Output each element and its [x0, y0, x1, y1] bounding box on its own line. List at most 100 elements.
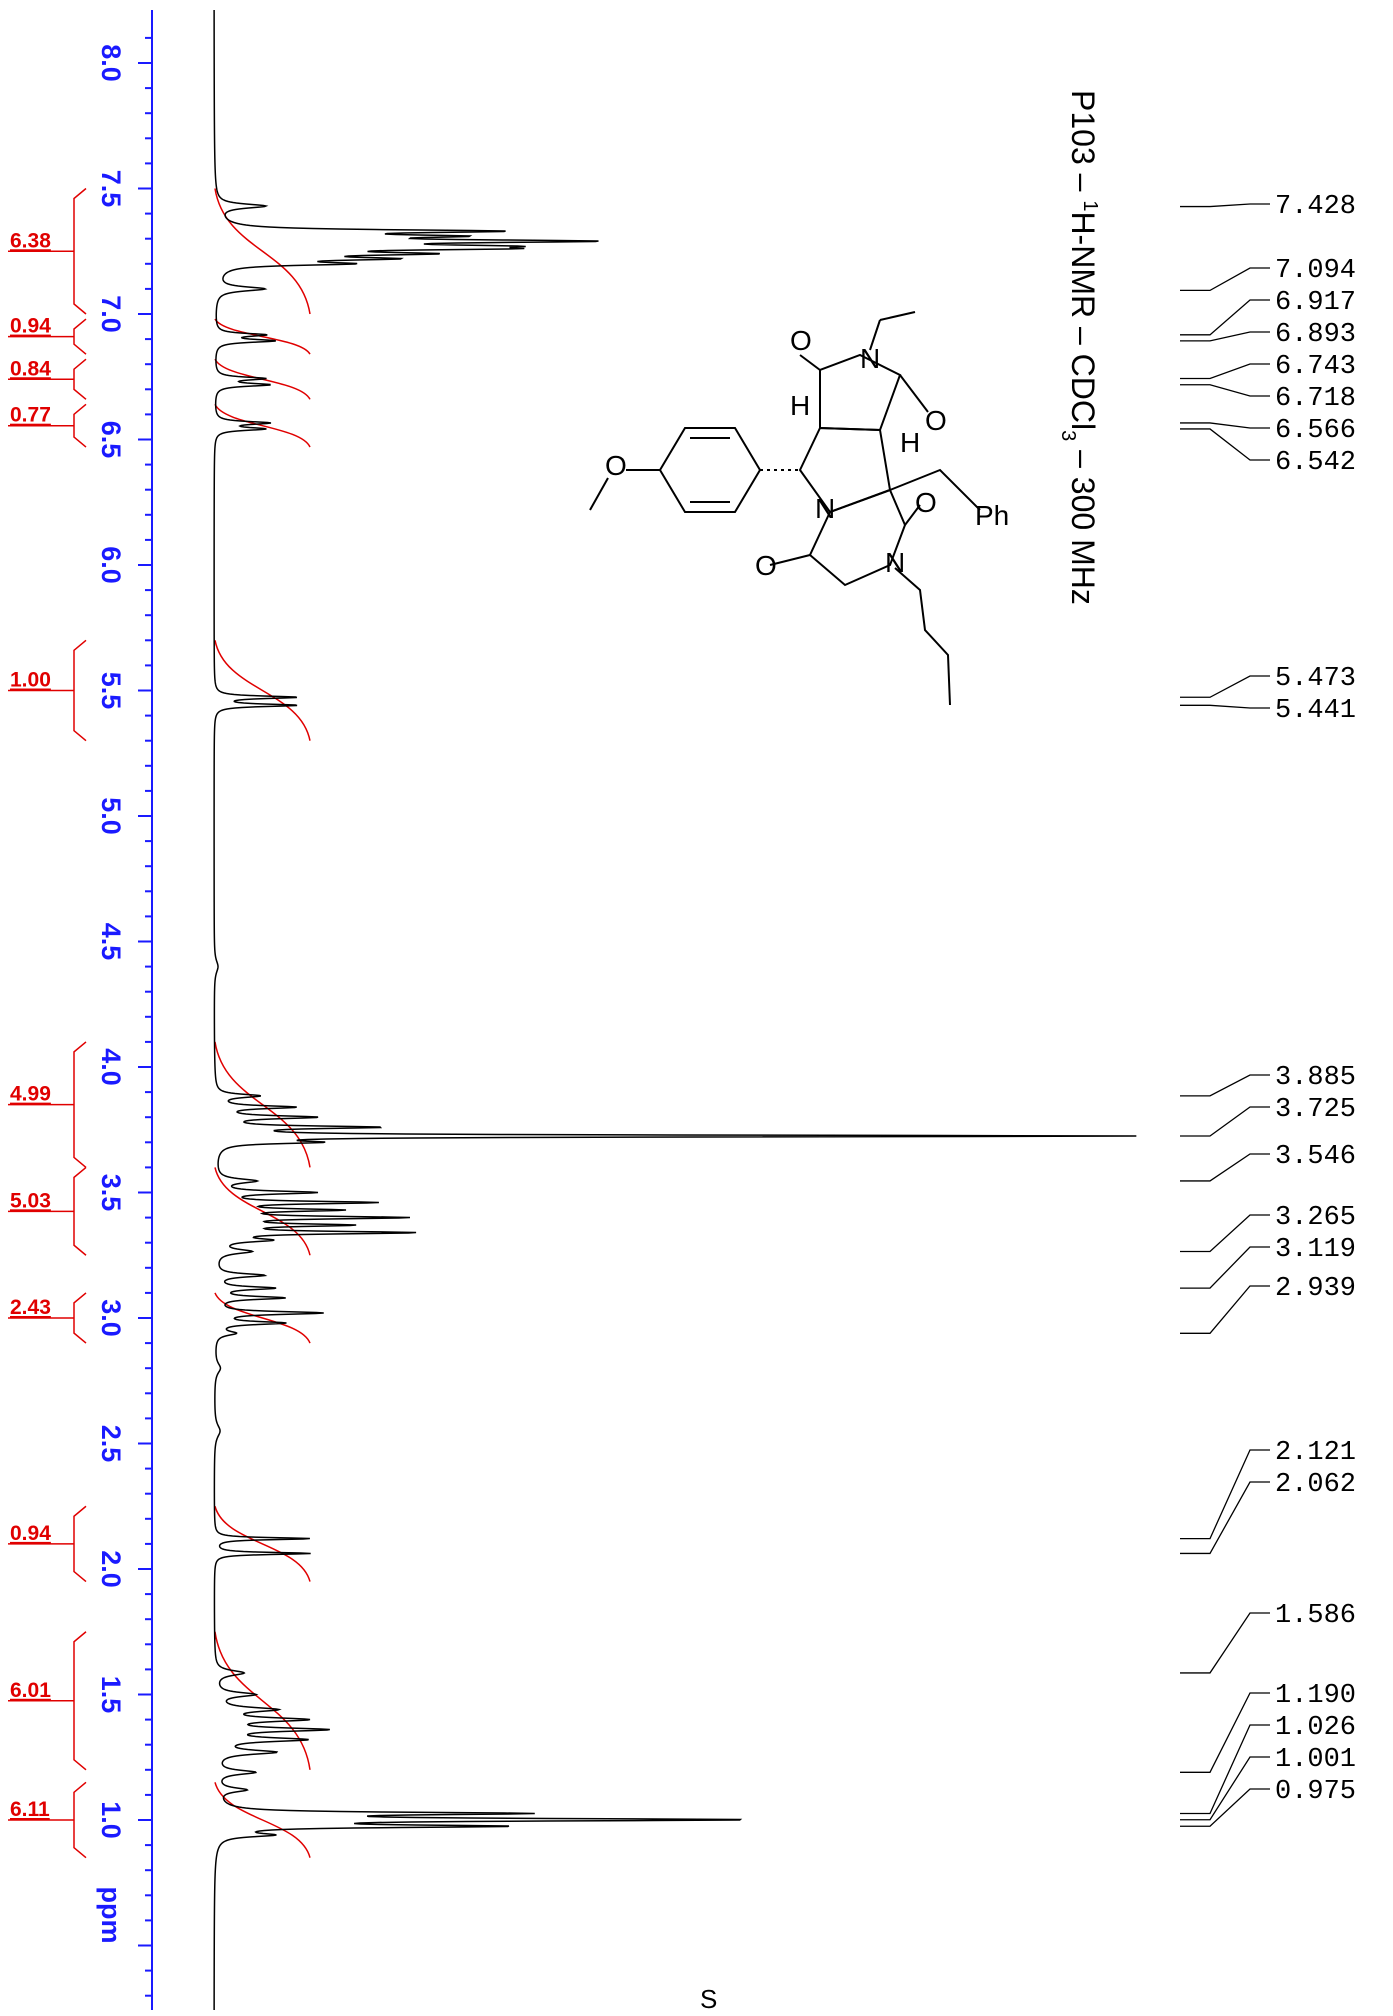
- tick-label: 1.0: [96, 1801, 126, 1839]
- succinimide-ring: [819, 353, 902, 432]
- peak-value: 1.586: [1275, 1601, 1356, 1631]
- carbonyl-2: [899, 374, 929, 413]
- integral-value: 0.94: [10, 1522, 51, 1545]
- integral-curve: [214, 1782, 311, 1858]
- peak-label: 1.190: [1180, 1681, 1356, 1773]
- peak-leader-line: [1180, 1612, 1270, 1674]
- methoxy-bond: [589, 477, 609, 511]
- n-ethyl-2: [879, 311, 916, 321]
- peak-value: 2.939: [1275, 1274, 1356, 1304]
- title-suffix: – 300 MHz: [1065, 441, 1101, 605]
- peak-value: 7.428: [1275, 192, 1356, 222]
- integral-curve: [214, 1506, 311, 1582]
- svg-text:P103 – 1H-NMR – CDCl3 – 300 MH: P103 – 1H-NMR – CDCl3 – 300 MHz: [1057, 90, 1101, 605]
- atom-o: O: [915, 487, 937, 518]
- atom-n: N: [815, 493, 835, 524]
- peak-leader-line: [1180, 428, 1270, 461]
- title-prefix: P103 –: [1065, 90, 1101, 200]
- pyrrolidine-ring: [798, 426, 892, 514]
- integral: 5.03: [8, 1166, 311, 1256]
- peak-label: 6.893: [1180, 320, 1356, 350]
- atom-h: H: [790, 390, 810, 421]
- integral: 2.43: [8, 1292, 311, 1344]
- peak-labels: 7.428 7.0946.9176.8936.7436.7186.5666.542…: [1180, 192, 1356, 1827]
- peak-leader-line: [1180, 704, 1270, 709]
- integral-curve: [214, 640, 311, 741]
- peak-leader-line: [1180, 299, 1270, 336]
- integral-value: 0.84: [10, 357, 51, 380]
- atom-o: O: [755, 550, 777, 581]
- peak-leader-line: [1180, 203, 1270, 208]
- peak-leader-line: [1180, 1449, 1270, 1540]
- peak-leader-line: [1180, 1788, 1270, 1827]
- carbonyl-1: [799, 354, 821, 371]
- peak-label: 2.121: [1180, 1438, 1356, 1540]
- peak-value: 6.542: [1275, 448, 1356, 478]
- peak-label: 6.542: [1180, 428, 1356, 478]
- peak-label: 6.566: [1180, 416, 1356, 446]
- peak-leader-line: [1180, 1692, 1270, 1773]
- peak-value: 5.473: [1275, 664, 1356, 694]
- peak-value: 3.885: [1275, 1063, 1356, 1093]
- peak-label: 6.743: [1180, 352, 1356, 382]
- peak-label: 1.001: [1180, 1745, 1356, 1821]
- peak-value: 6.743: [1275, 352, 1356, 382]
- peak-value: 2.062: [1275, 1470, 1356, 1500]
- tick-label: 6.0: [96, 546, 126, 584]
- integral-value: 6.01: [10, 1679, 51, 1702]
- integral-bracket: [73, 358, 87, 400]
- peak-value: 3.265: [1275, 1203, 1356, 1233]
- integral-value: 0.77: [10, 404, 51, 427]
- tick-label: 5.5: [96, 672, 126, 710]
- integral-curve: [214, 403, 311, 448]
- tick-label: 8.0: [96, 44, 126, 82]
- peak-label: 3.885: [1180, 1063, 1356, 1097]
- integral: 1.00: [8, 639, 311, 742]
- title-subscript: 3: [1057, 430, 1079, 441]
- integral-bracket: [73, 187, 87, 315]
- integrals: 6.380.940.840.771.004.995.032.430.946.01…: [8, 187, 311, 1859]
- peak-value: 3.725: [1275, 1095, 1356, 1125]
- peak-leader-line: [1180, 1074, 1270, 1097]
- title-nucleus: H-NMR – CDCl: [1065, 211, 1101, 430]
- integral-value: 4.99: [10, 1083, 51, 1106]
- peak-label: 7.094: [1180, 256, 1356, 292]
- integral-value: 2.43: [10, 1296, 51, 1319]
- peak-label: 3.119: [1180, 1235, 1356, 1289]
- peak-label: 7.428: [1180, 192, 1356, 222]
- spectrum-trace: [213, 10, 1137, 2010]
- atom-o: O: [925, 405, 947, 436]
- integral-value: 0.94: [10, 315, 51, 338]
- integral-curve: [214, 1292, 311, 1344]
- peak-label: 6.718: [1180, 384, 1356, 414]
- peak-label: 5.441: [1180, 696, 1356, 726]
- peak-label: 6.917: [1180, 288, 1356, 336]
- peak-leader-line: [1180, 331, 1270, 342]
- tick-label: 2.5: [96, 1425, 126, 1463]
- peak-leader-line: [1180, 1214, 1270, 1253]
- peak-label: 0.975: [1180, 1777, 1356, 1827]
- integral-bracket: [73, 1781, 87, 1859]
- peak-leader-line: [1180, 1246, 1270, 1289]
- integral: 4.99: [8, 1041, 311, 1168]
- peak-leader-line: [1180, 1724, 1270, 1815]
- integral: 6.11: [8, 1781, 311, 1859]
- peak-label: 1.026: [1180, 1713, 1356, 1815]
- tick-label: 7.0: [96, 295, 126, 333]
- peak-value: 6.566: [1275, 416, 1356, 446]
- peak-label: 1.586: [1180, 1601, 1356, 1674]
- integral-curve: [214, 1167, 311, 1256]
- integral: 0.84: [8, 357, 311, 400]
- peak-value: 1.190: [1275, 1681, 1356, 1711]
- peak-label: 3.546: [1180, 1142, 1356, 1182]
- atom-o: O: [605, 450, 627, 481]
- integral: 0.94: [8, 1505, 311, 1583]
- peak-leader-line: [1180, 1756, 1270, 1821]
- tick-label: 3.5: [96, 1174, 126, 1212]
- integral-value: 6.38: [10, 229, 51, 252]
- peak-label: 2.062: [1180, 1470, 1356, 1555]
- peak-value: 6.718: [1275, 384, 1356, 414]
- integral-value: 6.11: [10, 1798, 50, 1821]
- peak-label: 2.939: [1180, 1274, 1356, 1334]
- chemical-structure: [589, 311, 981, 706]
